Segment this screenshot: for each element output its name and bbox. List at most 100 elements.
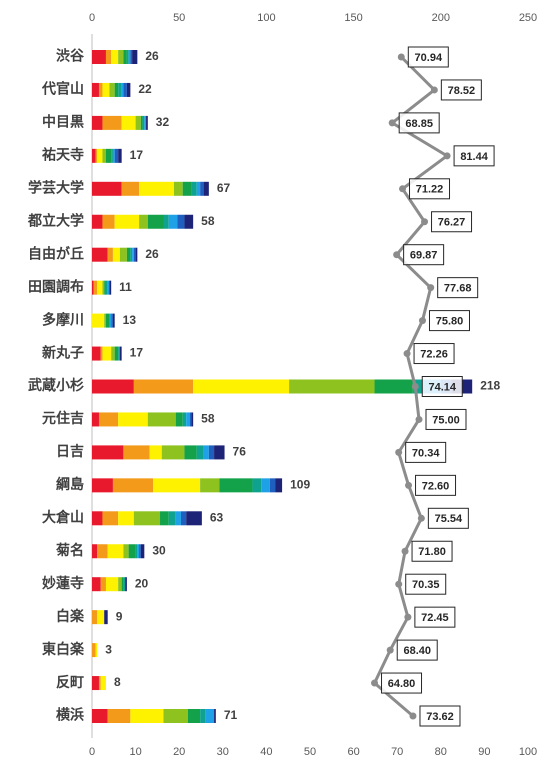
value-label: 72.60: [422, 480, 450, 492]
category-label: 渋谷: [56, 48, 85, 64]
category-label: 武蔵小杉: [28, 377, 84, 393]
bar-segment: [269, 478, 276, 493]
bar-segment: [289, 379, 375, 394]
bar-segment: [196, 181, 201, 196]
bar-segment: [123, 50, 127, 64]
x2-tick-label: 60: [347, 746, 359, 758]
bar-segment: [118, 577, 122, 592]
x-tick-label: 150: [344, 12, 362, 24]
total-label: 26: [145, 247, 159, 261]
bar-segment: [98, 676, 101, 691]
line-marker: [404, 613, 412, 621]
bar-segment: [98, 412, 119, 427]
bar-segment: [98, 82, 103, 97]
bar-segment: [100, 577, 106, 592]
bar-segment: [118, 50, 124, 64]
bar-segment: [153, 478, 201, 493]
bar-segment: [219, 478, 253, 493]
total-label: 9: [116, 609, 123, 623]
bar-segment: [191, 412, 194, 427]
total-label: 8: [114, 675, 121, 689]
total-label: 3: [105, 642, 112, 656]
total-label: 20: [135, 576, 149, 590]
bar-segment: [128, 50, 131, 64]
x2-tick-label: 100: [519, 746, 537, 758]
bar-segment: [140, 544, 145, 559]
bar-segment: [146, 115, 148, 130]
bar-segment: [105, 313, 110, 328]
x-tick-label: 200: [432, 12, 450, 24]
bar-segment: [92, 280, 94, 295]
x-tick-label: 50: [173, 12, 185, 24]
bar-segment: [205, 709, 215, 723]
bar-segment: [149, 445, 162, 460]
bar-segment: [133, 247, 136, 262]
total-label: 17: [130, 148, 144, 162]
category-label: 田園調布: [28, 278, 84, 294]
bar-segment: [102, 115, 122, 130]
bar-segment: [163, 214, 169, 229]
label-box: [396, 639, 438, 661]
bar-segment: [139, 181, 174, 196]
bar-segment: [92, 313, 105, 328]
category-label: 代官山: [41, 81, 84, 97]
value-label: 70.34: [412, 447, 440, 459]
bar-segment: [123, 445, 150, 460]
bar-segment: [200, 181, 204, 196]
bar-segment: [186, 511, 202, 526]
total-label: 17: [130, 346, 144, 360]
value-label: 70.94: [415, 52, 443, 64]
value-label: 71.22: [416, 184, 444, 196]
bar-segment: [133, 379, 194, 394]
label-box: [425, 408, 467, 430]
label-box: [440, 79, 482, 101]
bar-segment: [208, 445, 215, 460]
value-label: 64.80: [388, 678, 416, 690]
bar-segment: [200, 478, 220, 493]
line-marker: [405, 481, 413, 489]
bar-segment: [184, 214, 194, 229]
bar-segment: [118, 511, 134, 526]
bar-segment: [105, 148, 112, 163]
value-label: 72.45: [421, 612, 449, 624]
category-label: 東白楽: [42, 641, 85, 657]
category-label: 大倉山: [42, 509, 84, 525]
bar-segment: [200, 709, 206, 723]
bar-segment: [132, 247, 134, 262]
bar-segment: [121, 181, 140, 196]
total-label: 26: [145, 49, 159, 63]
bar-segment: [132, 50, 138, 64]
value-label: 75.80: [436, 316, 464, 328]
bar-segment: [104, 280, 106, 295]
bar-segment: [160, 511, 169, 526]
bar-segment: [173, 181, 183, 196]
bar-segment: [92, 50, 106, 64]
line-marker: [395, 448, 403, 456]
bar-segment: [92, 412, 99, 427]
bar-segment: [186, 412, 190, 427]
bar-segment: [161, 445, 185, 460]
bar-segment: [214, 445, 225, 460]
category-label: 日吉: [56, 443, 84, 459]
value-label: 77.68: [444, 283, 472, 295]
label-box: [415, 474, 457, 496]
bar-segment: [133, 511, 161, 526]
label-box: [453, 145, 495, 167]
category-label: 中目黒: [42, 114, 84, 130]
bar-segment: [102, 82, 110, 97]
bar-segment: [139, 214, 148, 229]
value-label: 75.54: [435, 513, 463, 525]
category-label: 横浜: [56, 707, 84, 723]
bar-segment: [114, 214, 140, 229]
bar-segment: [92, 445, 124, 460]
line-marker: [418, 317, 426, 325]
x2-tick-label: 80: [435, 746, 447, 758]
line-marker: [417, 514, 425, 522]
bar-segment: [182, 412, 187, 427]
bar-segment: [182, 181, 192, 196]
line-marker: [443, 152, 451, 160]
total-label: 76: [233, 445, 247, 459]
value-label: 69.87: [410, 250, 438, 262]
category-label: 綱島: [56, 476, 84, 492]
bar-segment: [92, 643, 96, 658]
